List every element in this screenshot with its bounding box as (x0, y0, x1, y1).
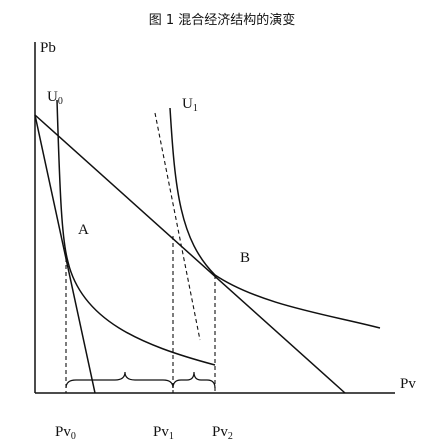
point-label: B (240, 250, 250, 266)
point-label: A (78, 222, 89, 238)
indifference-curve-u0 (56, 99, 216, 366)
x-mark-label: Pv2 (212, 424, 233, 442)
x-axis-label: Pv (400, 376, 416, 392)
title: 图 1 混合经济结构的演变 (149, 12, 296, 28)
steep-line (34, 114, 96, 394)
dashed-line (154, 112, 201, 341)
x-mark-label: Pv0 (55, 424, 76, 442)
brace (172, 371, 216, 389)
curve-label: U0 (47, 89, 63, 107)
y-axis-label: Pb (40, 40, 56, 56)
curve-label: U1 (182, 96, 198, 114)
indifference-curve-u1 (169, 107, 381, 329)
brace (65, 371, 174, 389)
x-mark-label: Pv1 (153, 424, 174, 442)
budget-line (34, 114, 346, 394)
